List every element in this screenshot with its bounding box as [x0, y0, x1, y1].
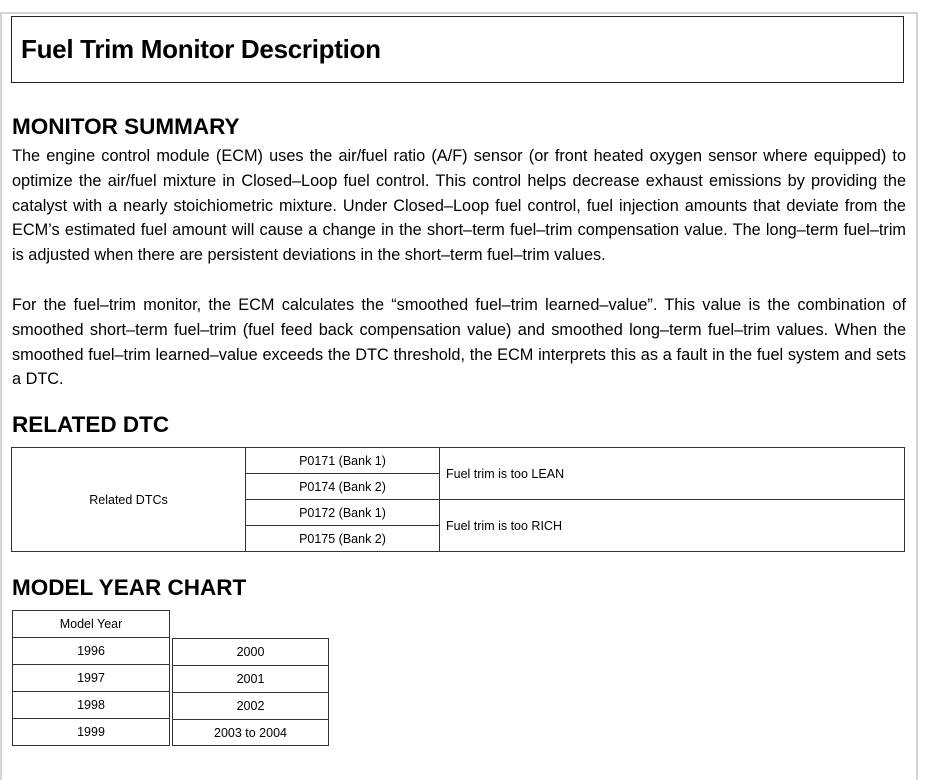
model-year-cell: 2001 [172, 665, 329, 693]
model-year-cell: 1998 [12, 691, 170, 719]
dtc-code: P0174 (Bank 2) [245, 473, 440, 500]
dtc-description: Fuel trim is too RICH [439, 499, 905, 552]
model-year-cell: 2000 [172, 638, 329, 666]
dtc-code: P0172 (Bank 1) [245, 499, 440, 526]
dtc-code: P0175 (Bank 2) [245, 525, 440, 552]
page-title: Fuel Trim Monitor Description [21, 34, 381, 64]
model-year-cell: 2003 to 2004 [172, 719, 329, 746]
summary-paragraph-2: For the fuel–trim monitor, the ECM calcu… [12, 296, 906, 389]
model-year-cell: 2002 [172, 692, 329, 720]
model-year-table-left: Model Year 1996 1997 1998 1999 [12, 610, 170, 746]
monitor-summary-heading: MONITOR SUMMARY [12, 114, 240, 139]
related-dtcs-label: Related DTCs [11, 447, 246, 552]
model-year-cell: 1999 [12, 718, 170, 746]
model-year-header: Model Year [12, 610, 170, 638]
related-dtc-table: Related DTCs P0171 (Bank 1) Fuel trim is… [11, 447, 905, 552]
summary-paragraph-1: The engine control module (ECM) uses the… [12, 147, 906, 265]
related-dtc-heading: RELATED DTC [12, 412, 170, 437]
title-box: Fuel Trim Monitor Description [11, 16, 904, 83]
model-year-cell: 1996 [12, 637, 170, 665]
model-year-cell: 1997 [12, 664, 170, 692]
model-year-table-right: 2000 2001 2002 2003 to 2004 [172, 638, 329, 746]
dtc-description: Fuel trim is too LEAN [439, 447, 905, 500]
model-year-chart-heading: MODEL YEAR CHART [12, 575, 247, 600]
dtc-code: P0171 (Bank 1) [245, 447, 440, 474]
page-frame [0, 12, 918, 780]
